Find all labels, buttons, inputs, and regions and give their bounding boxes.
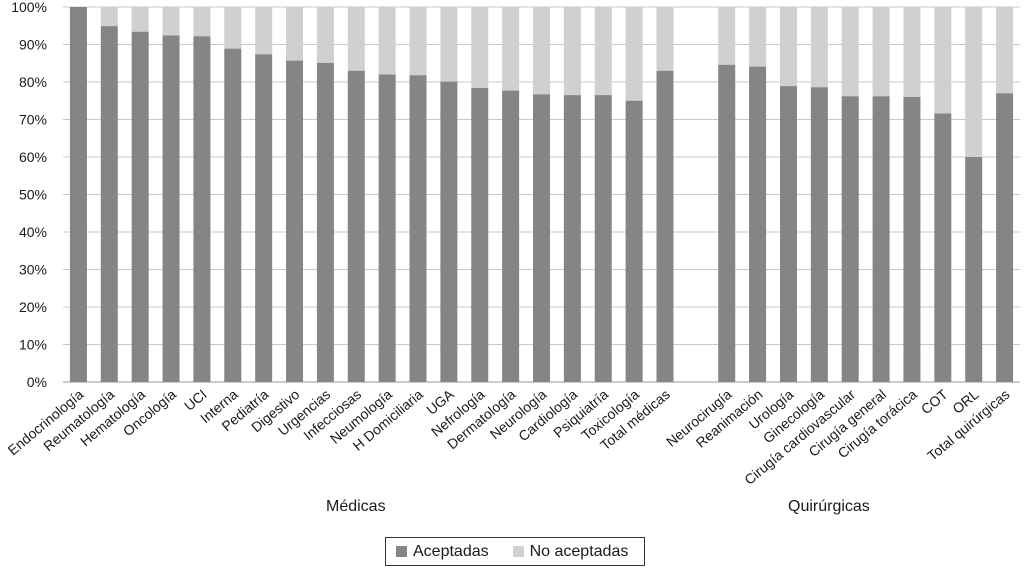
bar-no-aceptadas: [965, 7, 983, 157]
bar-aceptadas: [533, 94, 550, 382]
y-tick-label: 100%: [11, 0, 47, 15]
bar-aceptadas: [316, 62, 334, 382]
legend-item-no-aceptadas: No aceptadas: [512, 542, 629, 561]
bar-no-aceptadas: [316, 7, 334, 63]
bar-no-aceptadas: [903, 7, 921, 97]
bar-aceptadas: [286, 60, 304, 382]
x-axis-labels: EndocrinologíaReumatologíaHematologíaOnc…: [5, 386, 1013, 488]
bar-aceptadas: [162, 35, 180, 382]
bar-no-aceptadas: [841, 7, 859, 97]
y-tick-label: 70%: [19, 112, 47, 128]
y-axis-ticks: 0% 10% 20% 30% 40% 50% 60% 70% 80% 90% 100%: [11, 0, 47, 390]
bar-no-aceptadas: [779, 7, 797, 87]
bar-no-aceptadas: [286, 7, 304, 61]
legend-label-aceptadas: Aceptadas: [413, 542, 489, 560]
y-tick-label: 50%: [19, 187, 47, 203]
bar-aceptadas: [100, 26, 118, 382]
bar-no-aceptadas: [749, 7, 767, 67]
bar-aceptadas: [255, 54, 273, 382]
bar-no-aceptadas: [255, 7, 273, 55]
group-label-quirurgicas: Quirúrgicas: [788, 498, 870, 515]
bar-no-aceptadas: [563, 7, 581, 96]
bar-aceptadas: [69, 7, 87, 382]
bar-aceptadas: [841, 96, 859, 382]
bar-no-aceptadas: [378, 7, 396, 75]
bar-aceptadas: [563, 95, 581, 382]
bars: [69, 7, 1014, 382]
y-tick-label: 80%: [19, 74, 47, 90]
bar-aceptadas: [347, 70, 365, 382]
bar-no-aceptadas: [471, 7, 489, 88]
legend-item-aceptadas: Aceptadas: [396, 543, 489, 561]
bar-aceptadas: [810, 87, 828, 382]
bar-no-aceptadas: [594, 7, 612, 96]
y-tick-label: 30%: [19, 262, 47, 278]
bar-aceptadas: [718, 64, 736, 382]
legend-swatch-no-aceptadas: [512, 546, 524, 557]
bar-aceptadas: [502, 90, 520, 382]
bar-no-aceptadas: [347, 7, 365, 71]
bar-aceptadas: [903, 97, 921, 382]
bar-aceptadas: [625, 100, 643, 382]
y-tick-label: 40%: [19, 224, 47, 240]
y-tick-label: 60%: [19, 149, 47, 165]
bar-aceptadas: [996, 93, 1014, 382]
bar-no-aceptadas: [996, 7, 1014, 94]
bar-no-aceptadas: [193, 7, 211, 37]
y-tick-label: 90%: [19, 37, 47, 53]
bar-no-aceptadas: [625, 7, 643, 101]
legend-label-no-aceptadas: No aceptadas: [529, 542, 629, 560]
bar-no-aceptadas: [934, 7, 952, 114]
bar-aceptadas: [779, 86, 797, 382]
bar-no-aceptadas: [162, 7, 180, 36]
bar-no-aceptadas: [224, 7, 242, 49]
bar-aceptadas: [378, 74, 396, 382]
bar-aceptadas: [934, 113, 952, 382]
bar-no-aceptadas: [533, 7, 550, 95]
bar-aceptadas: [440, 81, 458, 382]
bar-no-aceptadas: [718, 7, 736, 65]
legend: Aceptadas No aceptadas: [385, 537, 645, 566]
y-tick-label: 0%: [27, 374, 47, 390]
y-tick-label: 20%: [19, 299, 47, 315]
bar-no-aceptadas: [440, 7, 458, 82]
bar-aceptadas: [656, 70, 674, 382]
bar-aceptadas: [131, 31, 149, 382]
bar-aceptadas: [409, 75, 427, 382]
bar-no-aceptadas: [131, 7, 149, 32]
bar-aceptadas: [594, 95, 612, 382]
legend-swatch-aceptadas: [396, 546, 407, 557]
bar-aceptadas: [872, 96, 890, 382]
bar-aceptadas: [965, 157, 983, 382]
group-label-medicas: Médicas: [326, 498, 386, 515]
stacked-bar-chart: 0% 10% 20% 30% 40% 50% 60% 70% 80% 90% 100% Endocr…: [5, 0, 1020, 488]
bar-aceptadas: [471, 88, 489, 382]
bar-no-aceptadas: [409, 7, 427, 76]
bar-no-aceptadas: [872, 7, 890, 97]
bar-no-aceptadas: [502, 7, 520, 91]
bar-aceptadas: [224, 48, 242, 382]
bar-no-aceptadas: [810, 7, 828, 88]
bar-no-aceptadas: [656, 7, 674, 71]
x-tick-label: COT: [918, 386, 951, 418]
y-tick-label: 10%: [19, 337, 47, 353]
bar-aceptadas: [749, 66, 767, 382]
bar-no-aceptadas: [100, 7, 118, 27]
bar-aceptadas: [193, 36, 211, 382]
